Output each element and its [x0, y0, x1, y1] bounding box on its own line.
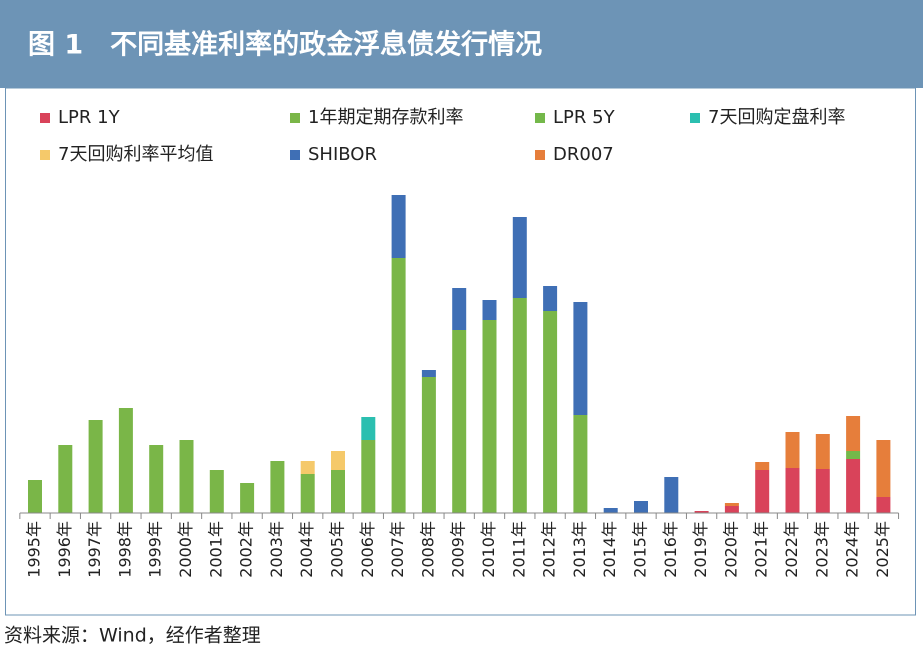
- bar-segment: [694, 511, 709, 513]
- bar-segment: [543, 286, 558, 311]
- x-tick-label: 2003年: [267, 521, 286, 578]
- bar-segment: [815, 469, 830, 513]
- bar-segment: [543, 311, 558, 513]
- bar-segment: [88, 420, 103, 513]
- x-tick-label: 1998年: [115, 521, 134, 578]
- bar-segment: [664, 477, 679, 513]
- bar-segment: [573, 415, 588, 513]
- legend-swatch: [535, 113, 545, 123]
- bar-segment: [118, 408, 133, 513]
- x-tick-label: 2010年: [479, 521, 498, 578]
- x-tick-label: 2013年: [570, 521, 589, 578]
- source-note: 资料来源：Wind，经作者整理: [4, 625, 261, 647]
- bar-segment: [785, 468, 800, 513]
- x-tick-label: 2024年: [843, 521, 862, 578]
- bar-segment: [58, 445, 73, 513]
- chart-title: 图 1 不同基准利率的政金浮息债发行情况: [28, 29, 542, 61]
- bar-segment: [331, 470, 345, 513]
- bar-segment: [846, 459, 861, 513]
- header-band: [0, 0, 923, 88]
- legend-swatch: [290, 113, 300, 123]
- x-tick-label: 2025年: [873, 521, 892, 578]
- bar-segment: [815, 434, 830, 469]
- x-tick-label: 2011年: [509, 521, 528, 578]
- legend-swatch: [690, 113, 700, 123]
- bar-segment: [724, 506, 739, 513]
- bar-segment: [361, 417, 376, 440]
- x-tick-label: 2021年: [752, 521, 771, 578]
- bar-segment: [846, 451, 861, 459]
- bar-segment: [300, 474, 315, 513]
- legend-label: DR007: [553, 144, 614, 165]
- bar-segment: [421, 370, 436, 377]
- bar-segment: [270, 461, 285, 513]
- bar-segment: [452, 288, 467, 330]
- x-tick-label: 2002年: [237, 521, 256, 578]
- legend-label: SHIBOR: [308, 144, 377, 165]
- x-tick-label: 2006年: [358, 521, 377, 578]
- legend-label: 7天回购定盘利率: [708, 107, 845, 128]
- bar-segment: [512, 217, 527, 298]
- bar-segment: [876, 440, 891, 497]
- x-tick-label: 2012年: [540, 521, 559, 578]
- legend-swatch: [290, 150, 300, 160]
- x-tick-label: 2008年: [418, 521, 437, 578]
- legend-label: 1年期定期存款利率: [308, 107, 463, 128]
- x-tick-label: 2015年: [631, 521, 650, 578]
- bar-segment: [785, 432, 800, 468]
- x-tick-label: 2004年: [297, 521, 316, 578]
- bar-segment: [391, 195, 406, 258]
- x-tick-label: 2020年: [721, 521, 740, 578]
- bar-segment: [240, 483, 255, 513]
- x-tick-label: 2014年: [600, 521, 619, 578]
- x-tick-label: 1999年: [146, 521, 165, 578]
- x-tick-label: 2009年: [449, 521, 468, 578]
- x-tick-label: 2023年: [812, 521, 831, 578]
- panel-border: [5, 87, 916, 616]
- x-tick-label: 2005年: [328, 521, 347, 578]
- bar-segment: [876, 497, 891, 513]
- x-tick-label: 2019年: [691, 521, 710, 578]
- bar-segment: [361, 440, 376, 513]
- bar-segment: [179, 440, 194, 513]
- bar-segment: [482, 320, 497, 513]
- x-tick-label: 2022年: [782, 521, 801, 578]
- bar-segment: [755, 462, 770, 470]
- legend-swatch: [535, 150, 545, 160]
- bar-segment: [300, 461, 315, 474]
- bar-segment: [209, 470, 224, 513]
- x-tick-label: 1996年: [55, 521, 74, 578]
- bar-segment: [603, 508, 618, 513]
- legend-label: LPR 1Y: [58, 107, 121, 128]
- bar-segment: [512, 298, 527, 513]
- bar-segment: [452, 330, 467, 513]
- bar-segment: [724, 503, 739, 506]
- legend-swatch: [40, 113, 50, 123]
- bar-segment: [482, 300, 497, 320]
- bar-segment: [573, 302, 588, 415]
- bar-segment: [634, 501, 648, 513]
- legend-label: 7天回购利率平均值: [58, 144, 213, 165]
- legend-swatch: [40, 150, 50, 160]
- x-tick-label: 2000年: [176, 521, 195, 578]
- bar-segment: [391, 258, 406, 513]
- x-tick-label: 2016年: [661, 521, 680, 578]
- bar-segment: [755, 470, 770, 513]
- bar-segment: [846, 416, 861, 451]
- bar-segment: [149, 445, 164, 513]
- x-tick-label: 1997年: [85, 521, 104, 578]
- x-tick-label: 2001年: [206, 521, 225, 578]
- x-tick-label: 1995年: [25, 521, 44, 578]
- bar-segment: [331, 451, 345, 470]
- bar-segment: [421, 377, 436, 513]
- x-tick-label: 2007年: [388, 521, 407, 578]
- bar-segment: [28, 480, 42, 513]
- legend-label: LPR 5Y: [553, 107, 616, 128]
